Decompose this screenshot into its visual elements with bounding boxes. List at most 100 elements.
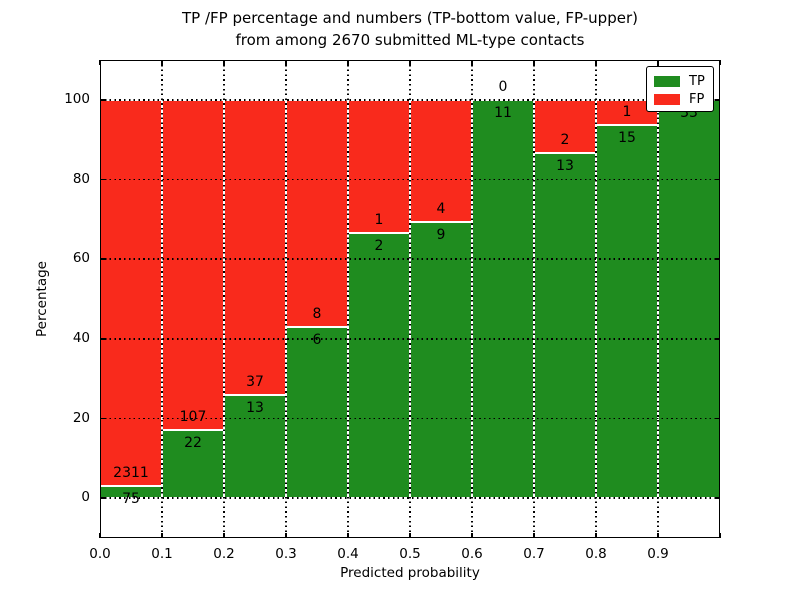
fp-count-label: 0 — [498, 78, 508, 95]
x-tick-label: 0.7 — [523, 546, 545, 562]
x-tick-mark — [719, 60, 721, 65]
y-tick-mark — [715, 99, 720, 101]
y-tick-mark — [100, 178, 105, 181]
fp-count-label: 1 — [374, 211, 384, 228]
x-tick-label: 0.5 — [399, 546, 421, 562]
tp-count-label: 11 — [494, 104, 512, 121]
x-tick-mark — [657, 60, 659, 65]
x-tick-label: 0.9 — [647, 546, 669, 562]
chart-title-line-1: TP /FP percentage and numbers (TP-bottom… — [182, 9, 638, 27]
y-tick-mark — [715, 417, 720, 420]
x-tick-mark — [285, 60, 287, 65]
x-tick-mark — [285, 533, 287, 538]
x-tick-mark — [99, 533, 101, 538]
y-tick-label: 20 — [72, 409, 90, 426]
tp-bar-segment — [658, 99, 720, 499]
y-tick-mark — [100, 417, 105, 420]
x-tick-mark — [595, 60, 597, 65]
x-tick-mark — [657, 533, 659, 538]
x-tick-mark — [471, 60, 473, 65]
tp-count-label: 6 — [312, 332, 322, 349]
fp-bar-segment — [100, 99, 162, 486]
x-tick-label: 0.4 — [337, 546, 359, 562]
x-tick-mark — [533, 533, 535, 538]
x-tick-label: 0.0 — [89, 546, 111, 562]
legend: TP FP — [646, 66, 714, 112]
y-tick-mark — [715, 258, 720, 260]
x-axis-label: Predicted probability — [340, 565, 480, 581]
x-tick-mark — [223, 60, 225, 65]
v-gridline — [161, 60, 163, 538]
fp-bar-segment — [286, 99, 348, 328]
fp-count-label: 1 — [622, 103, 632, 120]
tp-bar-segment — [472, 99, 534, 499]
v-gridline — [285, 60, 287, 538]
legend-label-fp: FP — [689, 91, 705, 107]
x-tick-mark — [533, 60, 535, 65]
v-gridline — [409, 60, 411, 538]
v-gridline — [533, 60, 535, 538]
tp-count-label: 15 — [618, 129, 636, 146]
y-tick-label: 40 — [72, 329, 90, 346]
plot-area: 231175107223713861249011213115033 — [99, 60, 721, 538]
x-tick-label: 0.8 — [585, 546, 607, 562]
fp-count-label: 2311 — [113, 464, 149, 481]
x-tick-label: 0.1 — [151, 546, 173, 562]
fp-count-label: 4 — [436, 201, 446, 218]
fp-bar-segment — [224, 99, 286, 395]
x-tick-label: 0.6 — [461, 546, 483, 562]
tp-count-label: 9 — [436, 227, 446, 244]
y-tick-label: 60 — [72, 250, 90, 267]
y-tick-label: 100 — [64, 90, 90, 107]
x-tick-label: 0.2 — [213, 546, 235, 562]
x-tick-label: 0.3 — [275, 546, 297, 562]
v-gridline — [657, 60, 659, 538]
v-gridline — [471, 60, 473, 538]
y-axis-label: Percentage — [34, 261, 50, 337]
y-tick-mark — [100, 258, 105, 260]
fp-count-label: 107 — [179, 409, 207, 426]
fp-count-label: 37 — [246, 373, 264, 390]
y-tick-label: 80 — [72, 170, 90, 187]
tp-bar-segment — [534, 152, 596, 499]
x-tick-mark — [347, 60, 349, 65]
y-tick-label: 0 — [81, 489, 90, 506]
tp-count-label: 13 — [556, 157, 574, 174]
tp-count-label: 75 — [122, 490, 140, 507]
tp-bar-segment — [162, 430, 224, 499]
legend-entry-fp: FP — [654, 90, 713, 108]
fp-color-swatch — [654, 93, 680, 105]
legend-label-tp: TP — [689, 73, 705, 89]
fp-bar-segment — [162, 99, 224, 431]
x-tick-mark — [719, 533, 721, 538]
x-tick-mark — [161, 60, 163, 65]
tp-count-label: 2 — [374, 237, 384, 254]
x-tick-mark — [471, 533, 473, 538]
legend-entry-tp: TP — [654, 72, 713, 90]
y-tick-mark — [715, 497, 720, 499]
tp-bar-segment — [348, 232, 410, 499]
v-gridline — [347, 60, 349, 538]
fp-count-label: 2 — [560, 131, 570, 148]
y-tick-mark — [715, 338, 720, 340]
x-tick-mark — [161, 533, 163, 538]
y-tick-mark — [715, 178, 720, 181]
y-tick-mark — [100, 338, 105, 340]
x-tick-mark — [99, 60, 101, 65]
tp-color-swatch — [654, 75, 680, 87]
chart-title-line-2: from among 2670 submitted ML-type contac… — [235, 31, 585, 49]
v-gridline — [223, 60, 225, 538]
x-tick-mark — [595, 533, 597, 538]
x-tick-mark — [409, 533, 411, 538]
tp-bar-segment — [286, 327, 348, 499]
tp-count-label: 13 — [246, 399, 264, 416]
tp-count-label: 22 — [184, 435, 202, 452]
x-tick-mark — [347, 533, 349, 538]
v-gridline — [595, 60, 597, 538]
x-tick-mark — [409, 60, 411, 65]
y-tick-mark — [100, 497, 105, 499]
fp-count-label: 8 — [312, 306, 322, 323]
tp-bar-segment — [596, 124, 658, 499]
tp-bar-segment — [410, 222, 472, 499]
